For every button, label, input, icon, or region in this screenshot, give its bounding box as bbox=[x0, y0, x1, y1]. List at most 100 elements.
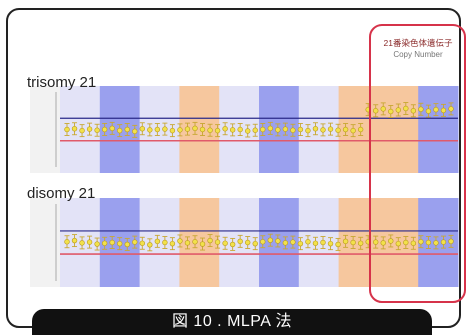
trisomy-axis-strip bbox=[30, 86, 60, 173]
disomy-data-point bbox=[425, 239, 432, 246]
disomy-data-point bbox=[410, 240, 417, 246]
disomy-data-point bbox=[297, 240, 304, 247]
trisomy-data-point bbox=[335, 127, 341, 133]
disomy-data-point bbox=[71, 237, 78, 244]
trisomy-data-point bbox=[440, 107, 447, 114]
trisomy-data-point bbox=[199, 126, 206, 133]
trisomy-data-point bbox=[403, 105, 409, 112]
trisomy-data-point bbox=[94, 127, 100, 133]
trisomy-panel-title: trisomy 21 bbox=[27, 74, 97, 91]
disomy-data-point bbox=[403, 239, 409, 246]
trisomy-data-point bbox=[388, 108, 394, 115]
trisomy-data-point bbox=[448, 106, 454, 112]
trisomy-data-point bbox=[410, 108, 417, 114]
disomy-data-point bbox=[282, 240, 289, 246]
disomy-data-point bbox=[335, 241, 341, 248]
disomy-data-point bbox=[184, 240, 191, 246]
disomy-data-point bbox=[199, 241, 206, 247]
disomy-data-point bbox=[132, 239, 138, 245]
trisomy-data-point bbox=[418, 106, 424, 112]
trisomy-band-9 bbox=[418, 86, 459, 173]
disomy-data-point bbox=[380, 240, 386, 246]
disomy-data-point bbox=[418, 239, 424, 245]
trisomy-data-point bbox=[64, 126, 70, 133]
disomy-data-point bbox=[139, 240, 145, 246]
trisomy-data-point bbox=[297, 126, 304, 133]
disomy-data-point bbox=[101, 240, 108, 246]
trisomy-data-point bbox=[169, 127, 176, 134]
disomy-data-point bbox=[350, 239, 356, 246]
disomy-data-point bbox=[305, 239, 311, 245]
trisomy-data-point bbox=[124, 126, 130, 133]
trisomy-band-8 bbox=[378, 86, 419, 173]
trisomy-data-point bbox=[192, 125, 198, 132]
disomy-data-point bbox=[245, 239, 251, 246]
trisomy-data-point bbox=[86, 126, 93, 132]
trisomy-data-point bbox=[229, 127, 236, 133]
trisomy-data-point bbox=[282, 126, 289, 132]
disomy-data-point bbox=[260, 239, 266, 245]
trisomy-data-point bbox=[433, 106, 439, 113]
chr21-highlight-box bbox=[369, 24, 466, 303]
disomy-data-point bbox=[117, 240, 123, 247]
disomy-data-point bbox=[229, 241, 236, 248]
disomy-data-point bbox=[388, 238, 394, 244]
highlight-subtitle: Copy Number bbox=[393, 50, 443, 59]
trisomy-data-point bbox=[79, 127, 85, 134]
trisomy-data-point bbox=[373, 108, 379, 114]
disomy-data-point bbox=[312, 240, 319, 246]
highlight-label: 21番染色体遺伝子 Copy Number bbox=[370, 37, 466, 61]
disomy-axis-strip bbox=[30, 198, 60, 287]
disomy-data-point bbox=[267, 237, 273, 243]
disomy-data-point bbox=[214, 239, 221, 245]
disomy-data-point bbox=[207, 237, 213, 244]
disomy-data-point bbox=[290, 239, 296, 245]
disomy-data-point bbox=[147, 242, 153, 248]
disomy-data-point bbox=[154, 238, 161, 245]
disomy-data-point bbox=[320, 239, 326, 246]
trisomy-data-point bbox=[342, 126, 349, 133]
disomy-data-point bbox=[124, 241, 130, 248]
trisomy-data-point bbox=[101, 126, 108, 133]
disomy-data-point bbox=[237, 238, 243, 245]
trisomy-data-point bbox=[139, 126, 145, 132]
trisomy-data-point bbox=[305, 127, 311, 134]
disomy-panel-title: disomy 21 bbox=[27, 185, 96, 202]
trisomy-data-point bbox=[184, 126, 191, 132]
trisomy-data-point bbox=[147, 127, 153, 133]
disomy-data-point bbox=[192, 239, 198, 245]
disomy-data-point bbox=[79, 240, 85, 246]
disomy-data-point bbox=[448, 238, 454, 245]
disomy-data-point bbox=[109, 239, 115, 246]
trisomy-data-point bbox=[207, 127, 213, 133]
trisomy-data-point bbox=[290, 127, 296, 133]
disomy-data-point bbox=[94, 241, 100, 247]
highlight-title: 21番染色体遺伝子 bbox=[383, 38, 453, 48]
trisomy-data-point bbox=[312, 126, 319, 132]
trisomy-data-point bbox=[154, 126, 161, 133]
trisomy-data-point bbox=[132, 128, 138, 135]
disomy-data-point bbox=[395, 240, 401, 247]
figure-caption: 図 10 . MLPA 法 bbox=[32, 309, 432, 335]
trisomy-data-point bbox=[357, 126, 364, 133]
disomy-data-point bbox=[177, 238, 183, 244]
disomy-data-point bbox=[440, 239, 447, 245]
trisomy-data-point bbox=[380, 106, 386, 112]
disomy-data-point bbox=[86, 239, 93, 245]
disomy-data-point bbox=[169, 240, 176, 247]
disomy-data-point bbox=[342, 238, 349, 245]
trisomy-data-point bbox=[245, 128, 251, 134]
disomy-band-6 bbox=[298, 198, 340, 287]
trisomy-data-point bbox=[320, 127, 326, 133]
disomy-data-point bbox=[327, 240, 334, 247]
disomy-data-point bbox=[252, 240, 258, 247]
disomy-data-point bbox=[275, 238, 281, 244]
trisomy-data-point bbox=[237, 126, 243, 133]
disomy-data-point bbox=[373, 239, 379, 245]
trisomy-data-point bbox=[117, 127, 123, 134]
disomy-data-point bbox=[357, 240, 364, 246]
trisomy-data-point bbox=[350, 127, 356, 134]
trisomy-data-point bbox=[267, 125, 273, 132]
trisomy-data-point bbox=[275, 127, 281, 133]
